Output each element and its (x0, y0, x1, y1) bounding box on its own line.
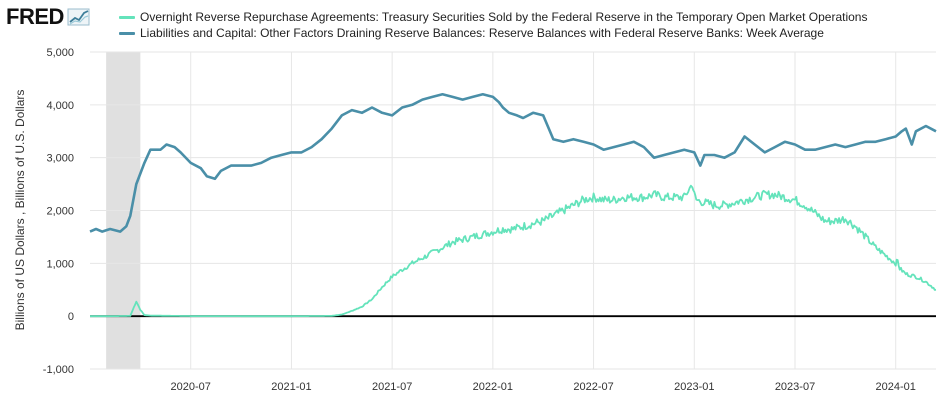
chart-trend-icon (67, 8, 90, 26)
x-tick-label: 2020-07 (171, 381, 211, 393)
legend-swatch-reserves (119, 31, 135, 35)
x-tick-label: 2022-01 (473, 381, 513, 393)
x-tick-label: 2022-07 (573, 381, 613, 393)
legend-label-reserves: Liabilities and Capital: Other Factors D… (140, 26, 824, 40)
legend-swatch-rrp (119, 15, 135, 19)
x-tick-label: 2021-07 (372, 381, 412, 393)
y-tick-label: 4,000 (46, 100, 74, 112)
series-line-reserves[interactable] (89, 93, 937, 233)
fred-logo-text: FRED (6, 4, 64, 29)
chart-legend: Overnight Reverse Repurchase Agreements:… (119, 9, 867, 41)
x-tick-label: 2024-01 (876, 381, 916, 393)
y-tick-label: 1,000 (46, 258, 74, 270)
y-tick-label: 5,000 (46, 47, 74, 59)
chart-header: FRED Overnight Reverse Repurchase Agreem… (0, 0, 940, 44)
y-axis-label: Billions of US Dollars , Billions of U.S… (13, 90, 27, 331)
y-tick-label: 3,000 (46, 153, 74, 165)
legend-item-rrp[interactable]: Overnight Reverse Repurchase Agreements:… (119, 9, 867, 25)
series-line-rrp[interactable] (90, 184, 937, 318)
legend-label-rrp: Overnight Reverse Repurchase Agreements:… (140, 10, 868, 24)
y-tick-label: 0 (68, 311, 74, 323)
y-tick-label: -1,000 (43, 364, 74, 376)
x-tick-label: 2023-01 (674, 381, 714, 393)
fred-logo[interactable]: FRED (6, 4, 91, 30)
y-tick-label: 2,000 (46, 206, 74, 218)
x-tick-label: 2021-01 (271, 381, 311, 393)
x-tick-label: 2023-07 (775, 381, 815, 393)
legend-item-reserves[interactable]: Liabilities and Capital: Other Factors D… (119, 25, 867, 41)
